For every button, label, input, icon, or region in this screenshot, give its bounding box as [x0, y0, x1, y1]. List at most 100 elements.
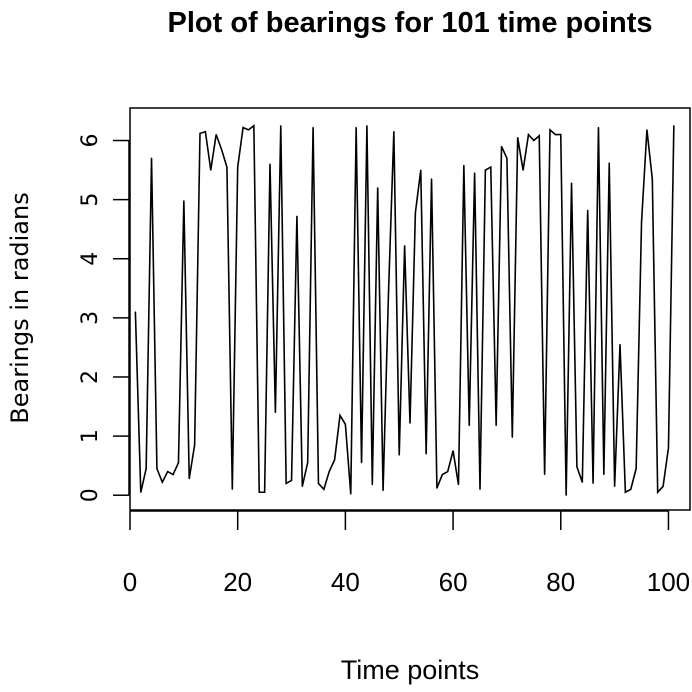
data-point [264, 491, 266, 493]
x-tick-label: 100 [647, 567, 690, 597]
data-point [409, 422, 411, 424]
data-point [253, 125, 255, 127]
y-tick-label: 5 [78, 193, 103, 207]
data-point [452, 450, 454, 452]
data-point [570, 182, 573, 184]
data-point [274, 411, 276, 414]
data-point [194, 444, 196, 446]
data-point [360, 462, 363, 464]
y-axis: 0 1 2 3 4 5 6 [78, 134, 130, 502]
y-tick-label: 2 [78, 370, 103, 384]
data-point [608, 162, 610, 164]
data-point [651, 178, 653, 180]
data-point [339, 414, 341, 417]
data-point [474, 172, 476, 174]
data-point [296, 215, 298, 217]
data-point [500, 145, 503, 148]
y-axis-label: Bearings in radians [6, 192, 34, 423]
data-point [673, 125, 675, 127]
data-point [220, 148, 223, 150]
data-point [549, 129, 551, 131]
y-tick-label: 0 [78, 488, 103, 502]
data-point [188, 478, 190, 480]
data-point [377, 187, 379, 189]
data-point [495, 424, 497, 427]
data-point [662, 485, 664, 487]
data-point [285, 482, 287, 484]
data-point [630, 488, 632, 490]
data-point [560, 134, 562, 136]
data-point [404, 245, 406, 247]
data-point [576, 466, 578, 468]
data-point [204, 131, 206, 133]
data-point [527, 134, 530, 136]
data-point [667, 447, 670, 449]
data-point [468, 424, 470, 427]
data-point [199, 132, 201, 135]
data-point [436, 487, 438, 489]
data-point [657, 491, 659, 493]
data-point [544, 473, 546, 476]
data-point [317, 482, 320, 484]
data-point [597, 126, 600, 129]
data-point [393, 131, 395, 133]
data-point [614, 485, 616, 487]
data-point [387, 293, 390, 295]
data-point [420, 169, 422, 171]
data-point [382, 489, 384, 492]
data-point [167, 470, 169, 473]
y-tick-label: 4 [78, 252, 103, 266]
x-axis-label: Time points [341, 655, 480, 685]
data-point [398, 454, 400, 456]
data-point [140, 491, 142, 493]
data-point [554, 134, 556, 136]
data-point [242, 126, 244, 129]
y-tick-label: 3 [78, 311, 103, 325]
x-tick-label: 0 [123, 567, 137, 597]
data-point [425, 453, 427, 455]
data-point [177, 462, 180, 464]
data-point [269, 163, 271, 165]
data-point [533, 139, 535, 142]
data-point [587, 209, 589, 211]
bearings-series-line [134, 124, 675, 496]
data-point [511, 436, 513, 438]
data-point [640, 221, 643, 223]
data-point [517, 136, 519, 139]
series-points [134, 125, 675, 496]
data-point [581, 481, 583, 483]
data-point [183, 200, 185, 202]
data-point [344, 423, 346, 425]
data-point [161, 481, 163, 483]
data-point [215, 134, 217, 136]
data-point [624, 491, 626, 493]
chart-title: Plot of bearings for 101 time points [167, 7, 652, 39]
x-tick-label: 20 [223, 567, 252, 597]
data-point [646, 129, 648, 131]
data-point [280, 125, 282, 127]
data-point [145, 468, 147, 470]
data-point [226, 166, 228, 168]
data-point [522, 169, 524, 171]
data-point [506, 157, 508, 159]
data-point [328, 470, 330, 473]
x-axis: 0 20 40 60 80 100 [123, 510, 690, 597]
data-point [156, 468, 158, 470]
data-point [538, 135, 540, 137]
data-point [172, 473, 174, 476]
data-point [290, 479, 293, 482]
y-tick-label: 1 [78, 429, 103, 443]
data-point [441, 473, 443, 476]
data-point [334, 459, 336, 461]
data-point [619, 343, 621, 346]
data-point [592, 482, 594, 484]
x-tick-label: 60 [439, 567, 468, 597]
data-point [150, 157, 153, 159]
data-point [635, 468, 637, 470]
data-point [307, 462, 309, 464]
data-point [301, 485, 303, 487]
data-point [210, 169, 212, 171]
data-point [447, 470, 449, 473]
data-point [565, 494, 567, 496]
